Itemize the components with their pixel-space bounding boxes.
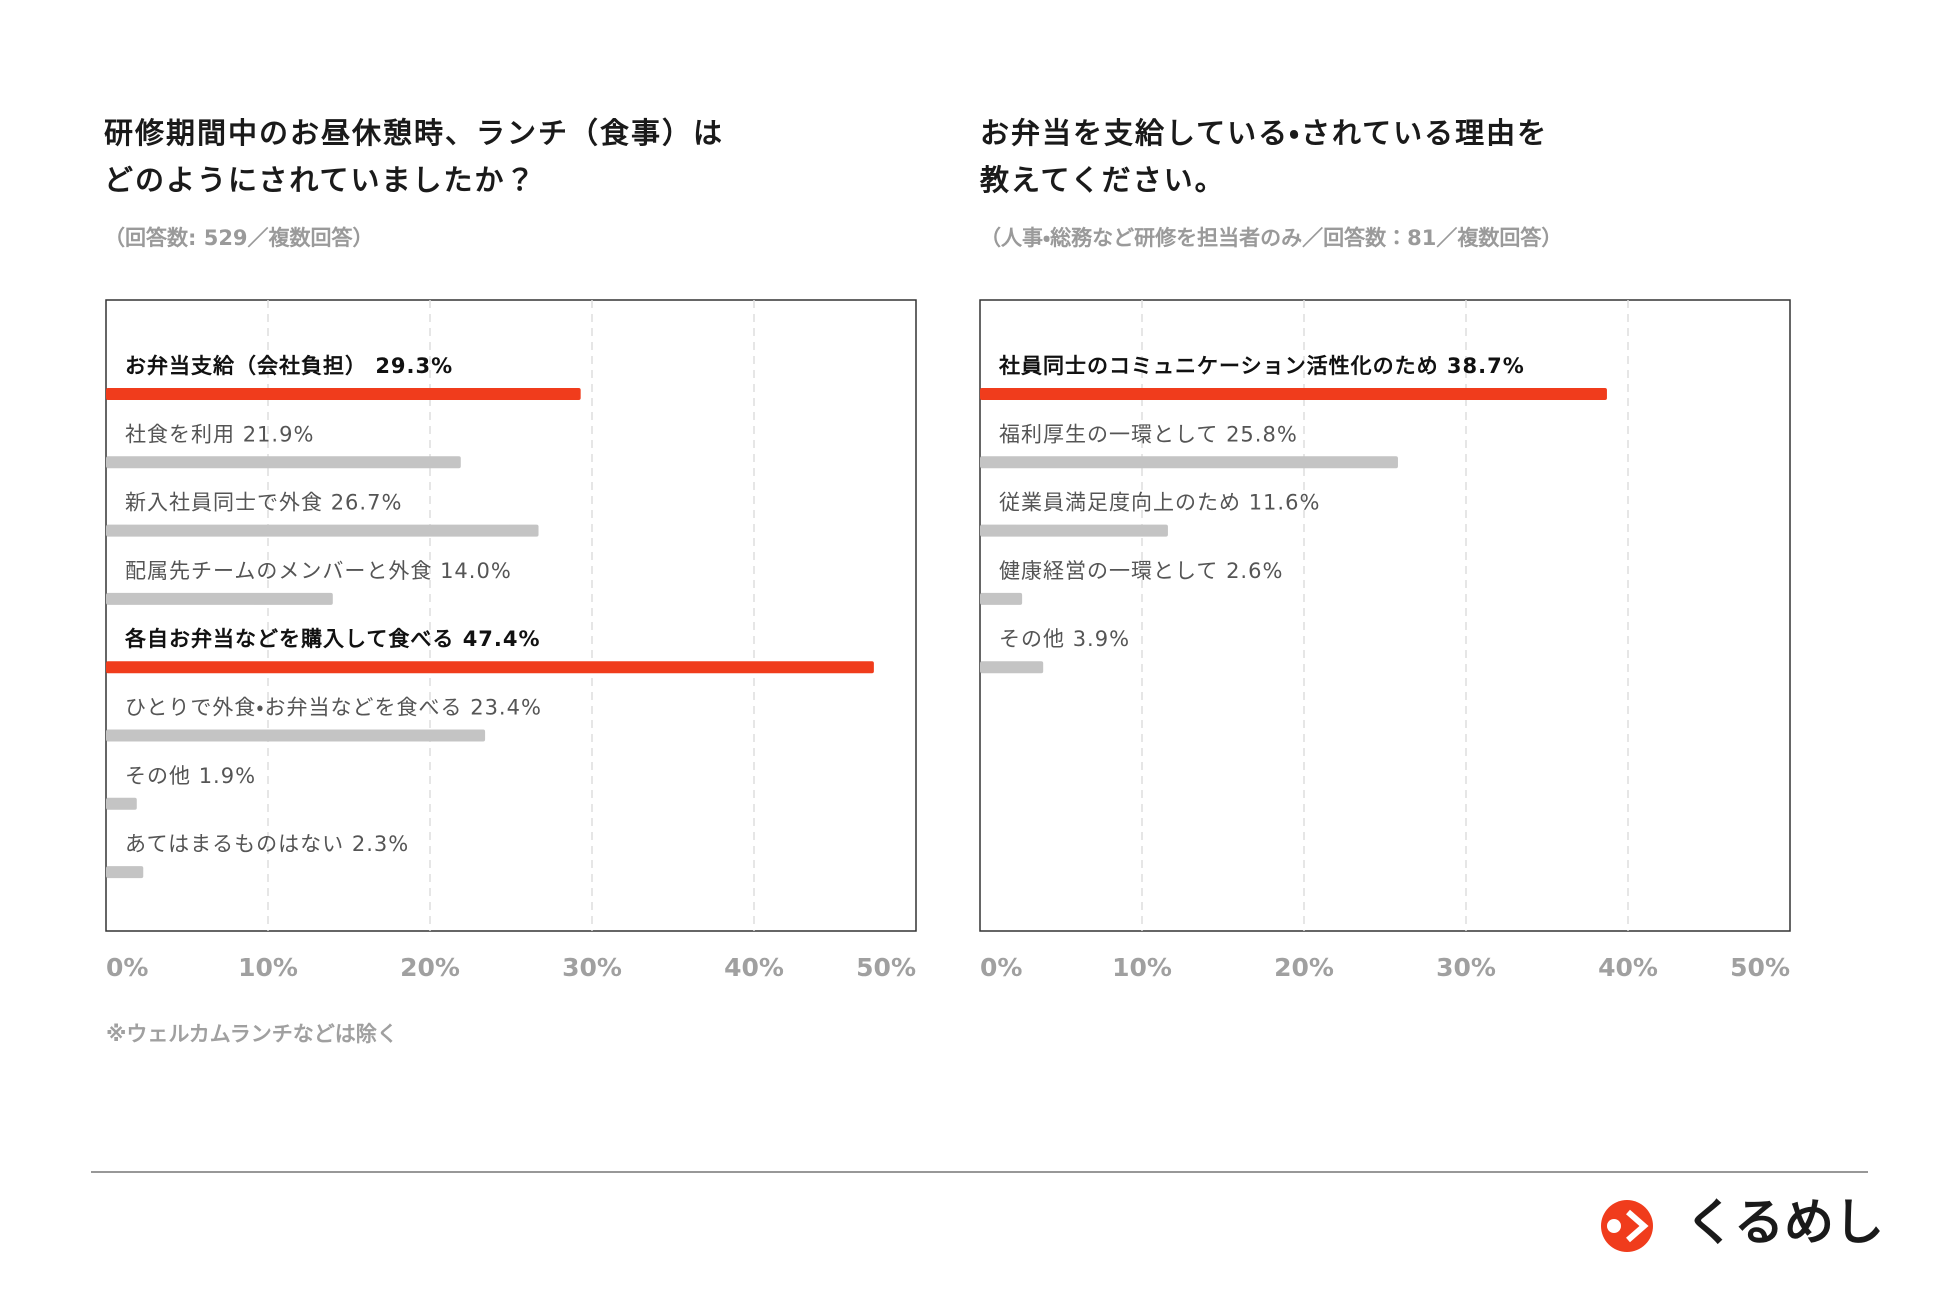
- bar-label: 福利厚生の一環として 25.8%: [999, 422, 1298, 446]
- bar-label: あてはまるものはない 2.3%: [125, 832, 409, 856]
- bar: [106, 456, 461, 469]
- category-label: 新入社員同士で外食: [125, 491, 323, 515]
- plot-frame: [979, 299, 1791, 932]
- category-label: 福利厚生の一環として: [999, 422, 1218, 446]
- bar-label: 各自お弁当などを購入して食べる 47.4%: [124, 627, 541, 651]
- chart-title: お弁当を支給している・されている理由を 教えてください。: [980, 116, 1549, 197]
- chart-title: 研修期間中のお昼休憩時、ランチ（食事）は どのようにされていましたか？: [104, 116, 725, 197]
- value-label: 23.4%: [470, 696, 542, 720]
- bar: [980, 388, 1607, 400]
- value-label: 38.7%: [1447, 354, 1525, 378]
- x-tick-label: 50%: [856, 953, 916, 982]
- note: ※ウェルカムランチなどは除く: [106, 1022, 398, 1046]
- category-label: お弁当支給（会社負担）: [125, 354, 367, 378]
- bar: [980, 661, 1044, 674]
- value-label: 29.3%: [375, 354, 453, 378]
- category-label: 社食を利用: [125, 422, 235, 446]
- value-label: 21.9%: [243, 422, 315, 446]
- bar: [980, 524, 1168, 537]
- x-tick-label: 0%: [980, 953, 1022, 982]
- chart-subtitle: （回答数: 529／複数回答）: [104, 226, 374, 250]
- chart-subtitle: （人事・総務など研修を担当者のみ／回答数：81／複数回答）: [980, 226, 1563, 250]
- bar: [980, 456, 1398, 469]
- value-label: 1.9%: [199, 764, 256, 788]
- bar-label: その他 1.9%: [125, 764, 256, 788]
- value-label: 47.4%: [463, 627, 541, 651]
- x-tick-label: 10%: [1112, 953, 1172, 982]
- bar-label: 健康経営の一環として 2.6%: [999, 559, 1283, 583]
- x-tick-label: 50%: [1730, 953, 1790, 982]
- x-tick-label: 30%: [562, 953, 622, 982]
- bar-label: お弁当支給（会社負担） 29.3%: [125, 354, 453, 378]
- category-label: 社員同士のコミュニケーション活性化のため: [998, 354, 1439, 378]
- logo-icon: [1601, 1200, 1653, 1252]
- category-label: その他: [125, 764, 191, 788]
- bar-label: その他 3.9%: [999, 627, 1130, 651]
- category-label: ひとりで外食・お弁当などを食べる: [125, 696, 463, 720]
- category-label: あてはまるものはない: [125, 832, 344, 856]
- category-label: 配属先チームのメンバーと外食: [125, 559, 432, 583]
- category-label: その他: [999, 627, 1065, 651]
- logo-text: くるめし: [1685, 1194, 1884, 1252]
- x-tick-label: 10%: [238, 953, 298, 982]
- bar: [106, 729, 486, 742]
- value-label: 25.8%: [1226, 422, 1298, 446]
- x-tick-label: 40%: [724, 953, 784, 982]
- bar-label: 社食を利用 21.9%: [125, 422, 314, 446]
- bar-label: 配属先チームのメンバーと外食 14.0%: [125, 559, 512, 583]
- bar-label: 新入社員同士で外食 26.7%: [125, 491, 402, 515]
- category-label: 各自お弁当などを購入して食べる: [124, 627, 454, 651]
- x-tick-label: 20%: [400, 953, 460, 982]
- bar-label: ひとりで外食・お弁当などを食べる 23.4%: [125, 696, 542, 720]
- value-label: 14.0%: [440, 559, 512, 583]
- bar: [106, 524, 539, 537]
- value-label: 3.9%: [1073, 627, 1130, 651]
- plot-frame: [105, 299, 917, 932]
- value-label: 11.6%: [1249, 491, 1321, 515]
- bar: [106, 388, 581, 400]
- x-tick-label: 30%: [1436, 953, 1496, 982]
- bar-label: 従業員満足度向上のため 11.6%: [999, 491, 1320, 515]
- bar: [106, 866, 144, 879]
- x-tick-label: 40%: [1598, 953, 1658, 982]
- bar: [106, 661, 874, 674]
- value-label: 26.7%: [331, 491, 403, 515]
- category-label: 従業員満足度向上のため: [999, 491, 1241, 515]
- bar-label: 社員同士のコミュニケーション活性化のため 38.7%: [998, 354, 1525, 378]
- value-label: 2.6%: [1226, 559, 1283, 583]
- bar: [106, 592, 333, 605]
- value-label: 2.3%: [352, 832, 409, 856]
- bar: [106, 797, 137, 810]
- category-label: 健康経営の一環として: [999, 559, 1218, 583]
- bar: [980, 592, 1023, 605]
- x-tick-label: 0%: [106, 953, 148, 982]
- x-tick-label: 20%: [1274, 953, 1334, 982]
